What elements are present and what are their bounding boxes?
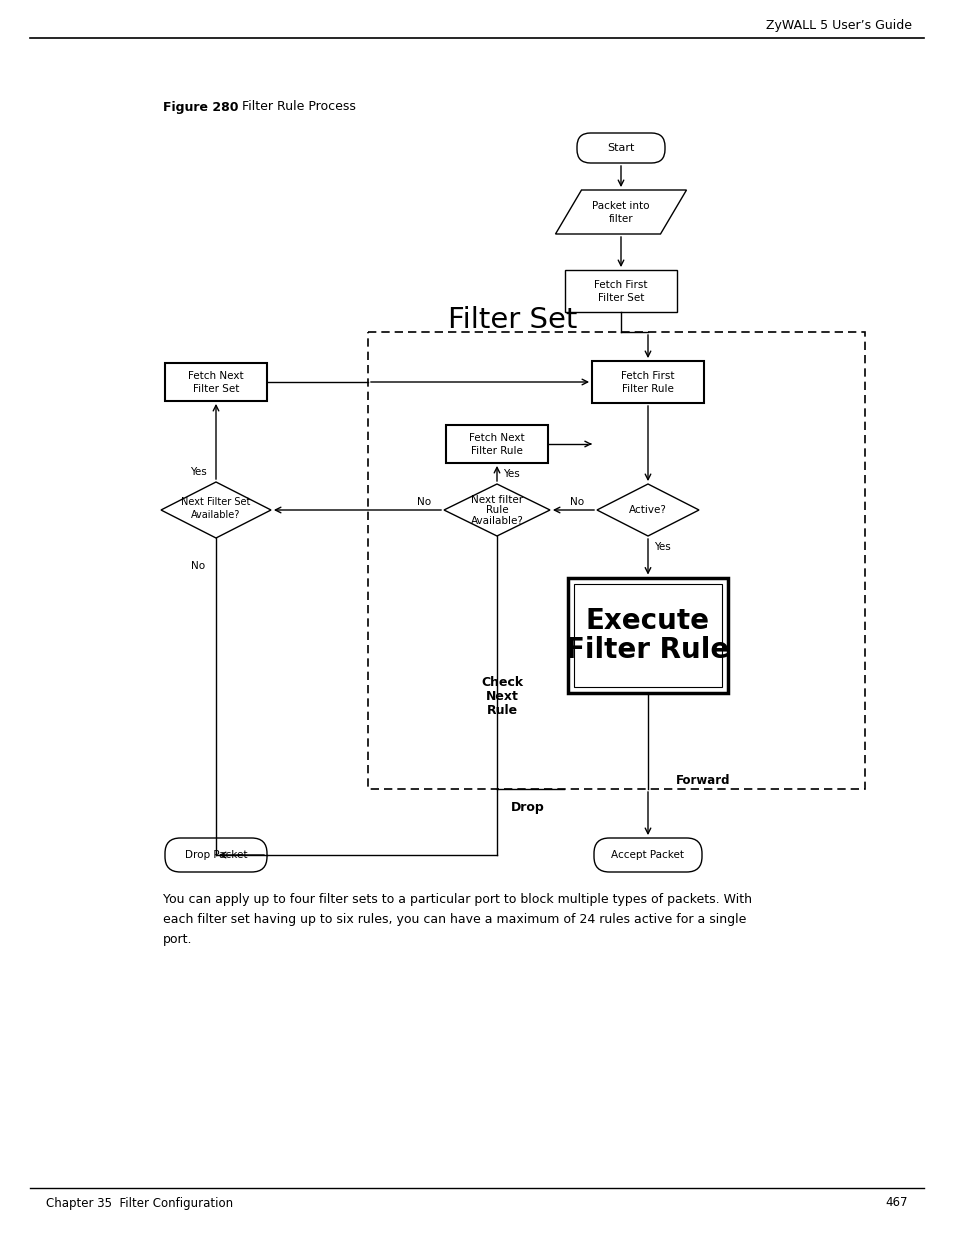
Polygon shape [555,190,686,233]
Text: Execute: Execute [585,606,709,635]
Text: Next: Next [485,690,517,704]
FancyBboxPatch shape [594,839,701,872]
FancyBboxPatch shape [165,363,267,401]
Text: Fetch First: Fetch First [594,280,647,290]
Text: No: No [569,496,583,508]
Text: ZyWALL 5 User’s Guide: ZyWALL 5 User’s Guide [765,20,911,32]
Text: Rule: Rule [485,505,508,515]
Text: Check: Check [480,677,522,689]
Text: No: No [416,496,431,508]
FancyBboxPatch shape [574,583,721,687]
Text: Yes: Yes [502,469,518,479]
Text: Chapter 35  Filter Configuration: Chapter 35 Filter Configuration [46,1197,233,1209]
Text: Yes: Yes [653,542,670,552]
Text: Start: Start [607,143,634,153]
FancyBboxPatch shape [577,133,664,163]
Text: Filter Set: Filter Set [598,293,643,303]
Text: Next Filter Set: Next Filter Set [181,496,251,508]
Text: Next filter: Next filter [471,495,522,505]
Text: port.: port. [163,934,193,946]
FancyBboxPatch shape [165,839,267,872]
Text: Fetch First: Fetch First [620,370,674,382]
Polygon shape [161,482,271,538]
Text: Available?: Available? [470,516,523,526]
Polygon shape [443,484,550,536]
Text: Rule: Rule [486,704,517,718]
Text: 467: 467 [884,1197,907,1209]
Text: Forward: Forward [676,774,730,788]
Text: Filter Set: Filter Set [193,384,239,394]
Text: Filter Rule: Filter Rule [566,636,729,664]
FancyBboxPatch shape [567,578,727,693]
Text: Active?: Active? [628,505,666,515]
Text: Filter Rule: Filter Rule [621,384,673,394]
Text: Filter Set: Filter Set [448,306,577,333]
Text: Accept Packet: Accept Packet [611,850,684,860]
Text: Fetch Next: Fetch Next [188,370,244,382]
Text: No: No [191,561,205,571]
Text: Fetch Next: Fetch Next [469,433,524,443]
Text: Available?: Available? [192,510,240,520]
Text: Packet into: Packet into [592,201,649,211]
Polygon shape [597,484,699,536]
Text: Filter Rule: Filter Rule [471,446,522,456]
Text: Drop: Drop [511,800,544,814]
FancyBboxPatch shape [564,270,677,312]
FancyBboxPatch shape [446,425,547,463]
Text: Filter Rule Process: Filter Rule Process [230,100,355,114]
FancyBboxPatch shape [592,361,703,403]
Text: Yes: Yes [190,467,206,477]
Text: You can apply up to four filter sets to a particular port to block multiple type: You can apply up to four filter sets to … [163,893,751,906]
Text: Drop Packet: Drop Packet [185,850,247,860]
Text: each filter set having up to six rules, you can have a maximum of 24 rules activ: each filter set having up to six rules, … [163,914,745,926]
Text: filter: filter [608,214,633,224]
Text: Figure 280: Figure 280 [163,100,238,114]
